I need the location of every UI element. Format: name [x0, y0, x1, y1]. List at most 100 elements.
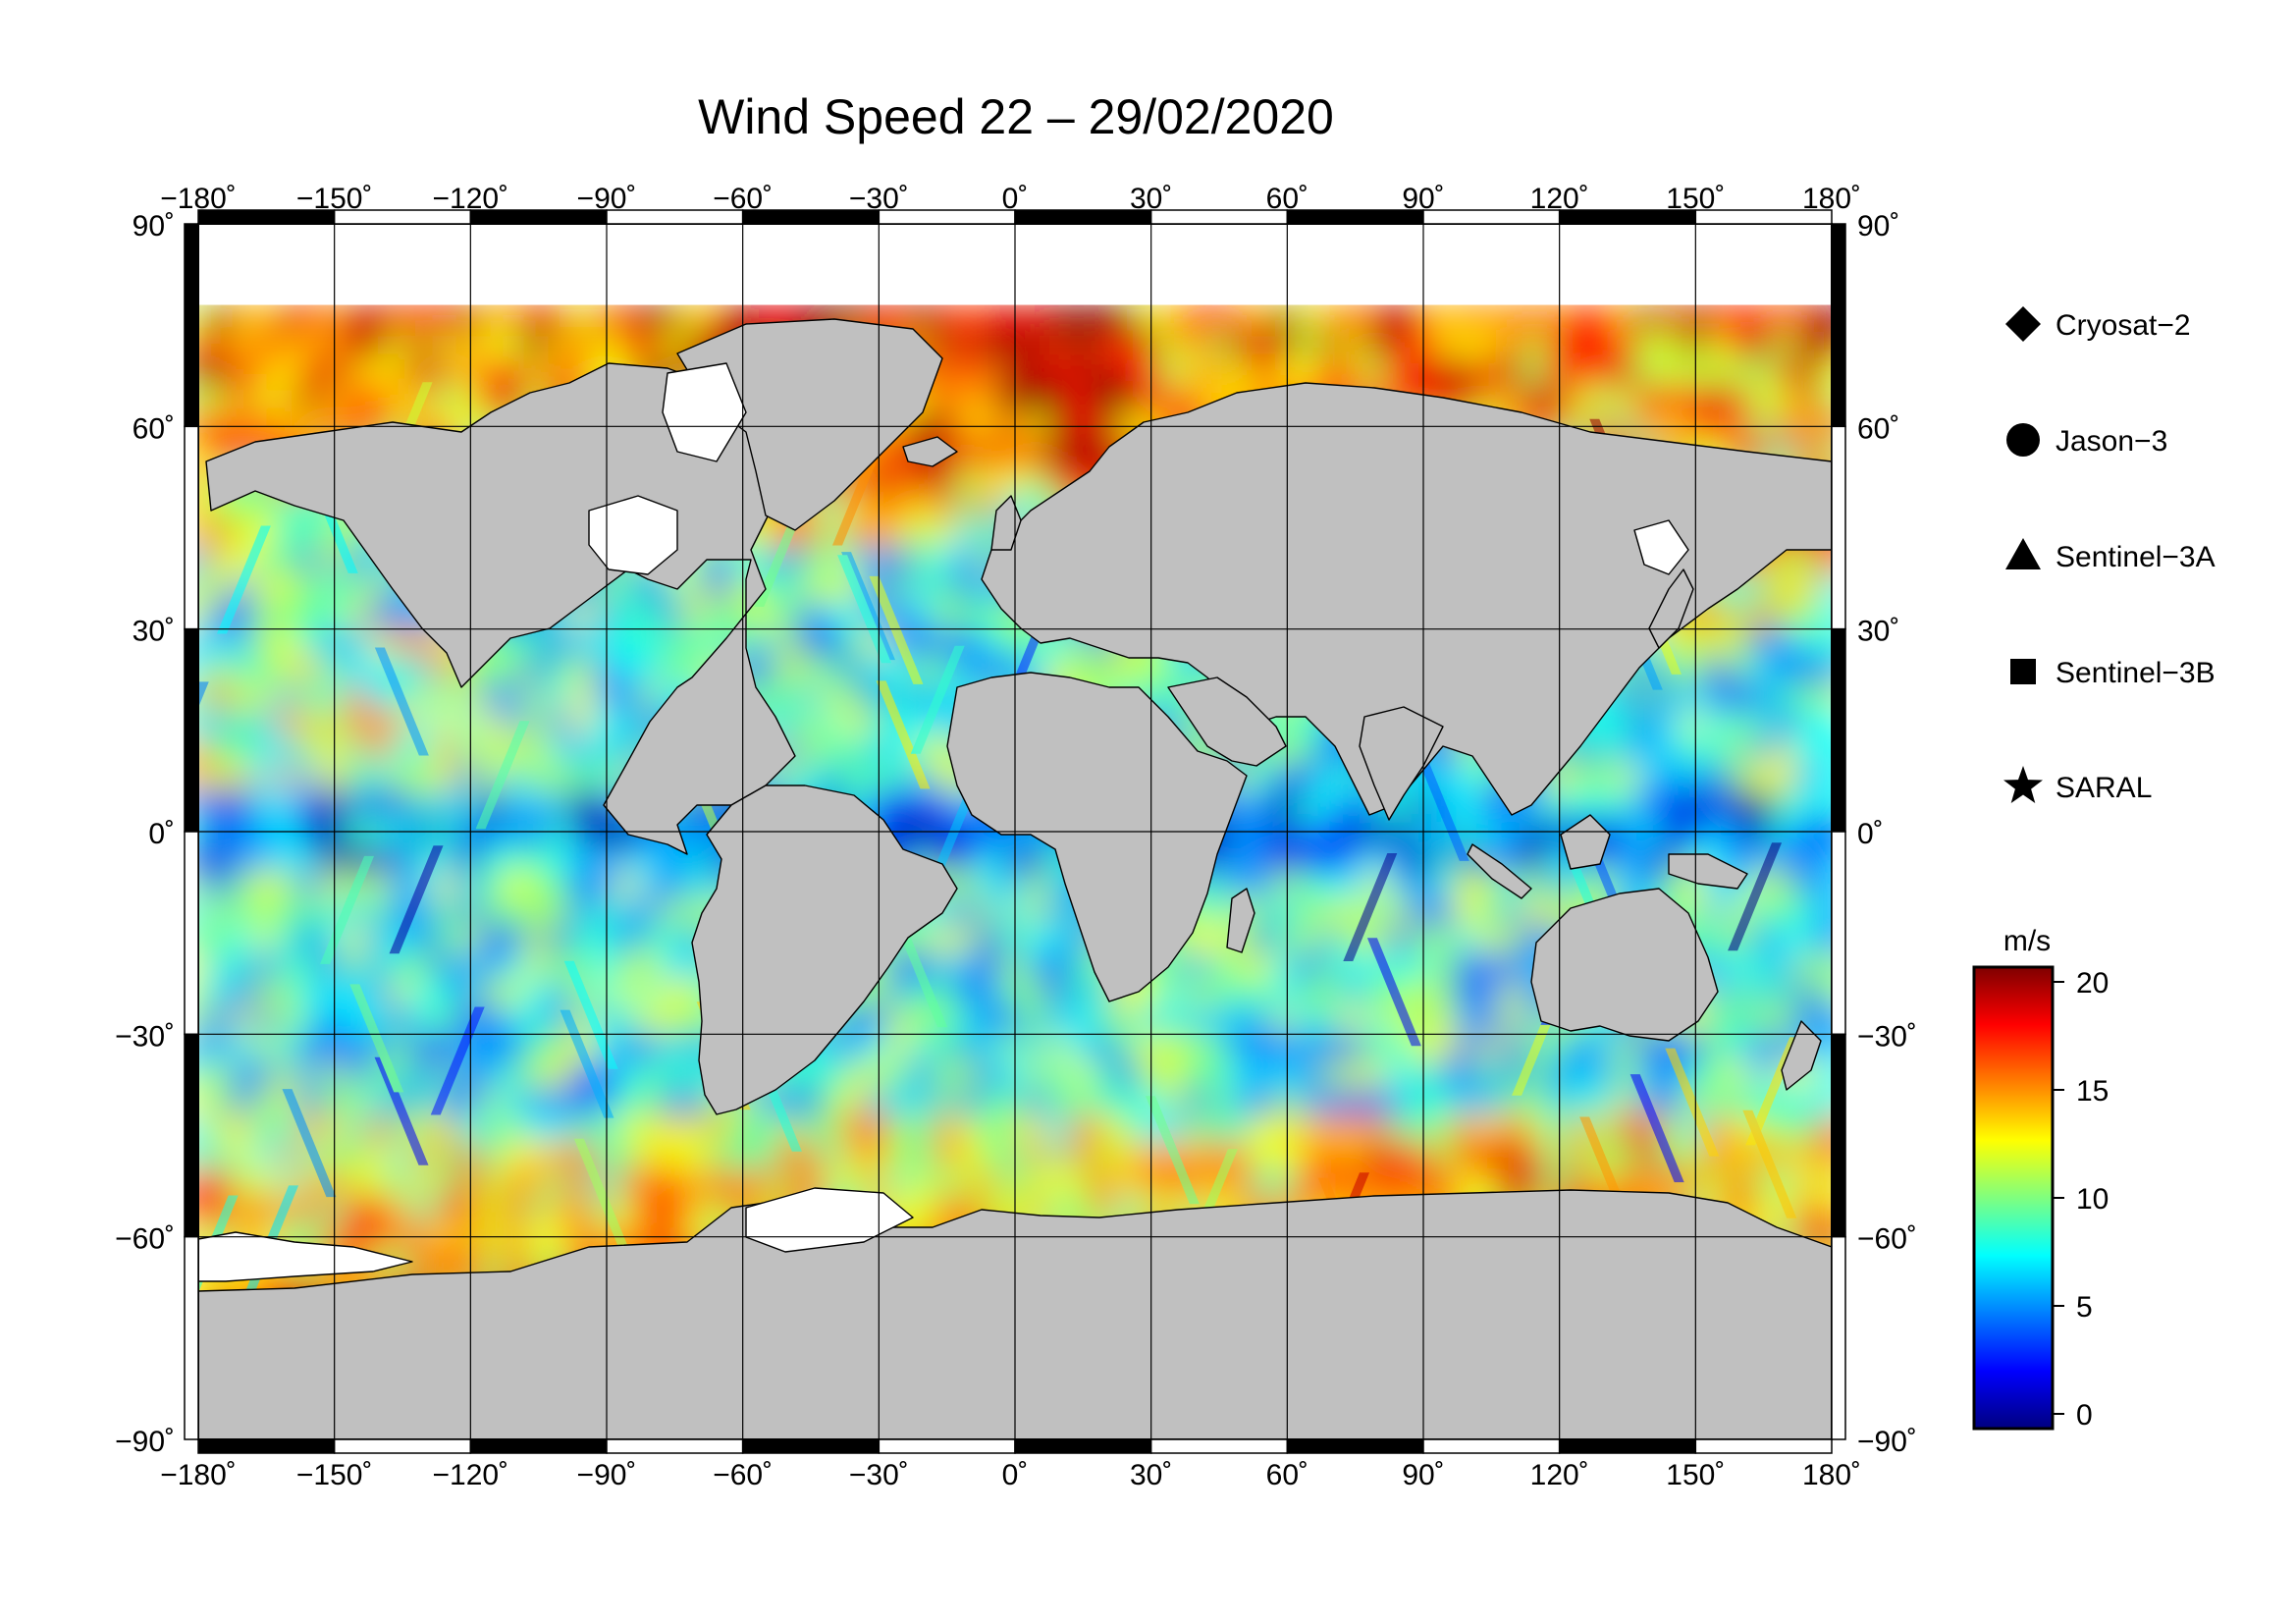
frame-segment [184, 223, 199, 428]
y-tick-label: 90˚ [133, 210, 175, 243]
x-axis-top: −180˚ −150˚ −120˚ −90˚ −60˚ −30˚ 0˚ 30˚ 60˚ 90˚ 12… [160, 183, 1861, 215]
x-axis-bottom: −180˚ −150˚ −120˚ −90˚ −60˚ −30˚ 0˚ 30˚ 60˚ 90˚ 12… [160, 1459, 1861, 1491]
south-america [691, 784, 958, 1115]
japan [1648, 568, 1694, 649]
map-title: Wind Speed 22 – 29/02/2020 [698, 89, 1334, 144]
x-tick-label: 150˚ [1666, 1459, 1725, 1491]
frame-segment [1831, 425, 1846, 630]
x-tick-label: 120˚ [1530, 1459, 1589, 1491]
frame-segment [184, 1235, 199, 1440]
frame-segment [1149, 1438, 1289, 1454]
eurasia [981, 382, 1832, 816]
map-frame [184, 209, 1846, 1454]
frame-segment [1286, 1438, 1424, 1454]
frame-segment [197, 1438, 336, 1454]
y-tick-label: 30˚ [1857, 616, 1899, 648]
frame-segment [184, 425, 199, 630]
x-tick-label: −120˚ [433, 1459, 509, 1491]
y-tick-label: 60˚ [133, 412, 175, 445]
y-tick-label: −60˚ [1857, 1223, 1917, 1256]
x-tick-label: −30˚ [849, 183, 909, 215]
frame-segment [741, 1438, 881, 1454]
satellite-legend: Cryosat−2 Jason−3 Sentinel−3A Sentinel−3B SA… [2003, 306, 2216, 804]
y-axis-right: 90˚ 60˚ 30˚ 0˚ −30˚ −60˚ −90˚ [1857, 210, 1917, 1458]
legend-label: Sentinel−3B [2056, 657, 2216, 689]
x-tick-label: −90˚ [577, 183, 637, 215]
frame-segment [1694, 209, 1833, 225]
colorbar-gradient [1972, 965, 2055, 1431]
x-tick-label: 180˚ [1802, 1459, 1861, 1491]
x-tick-label: −60˚ [713, 1459, 773, 1491]
frame-segment [1831, 223, 1846, 428]
legend-label: Sentinel−3A [2056, 541, 2216, 573]
madagascar [1226, 888, 1255, 953]
y-tick-label: −90˚ [1857, 1426, 1917, 1458]
frame-segment [1694, 1438, 1833, 1454]
colorbar-tick-label: 10 [2076, 1183, 2109, 1216]
hudson-bay [588, 495, 678, 575]
legend-label: Jason−3 [2056, 425, 2167, 458]
frame-segment [184, 1033, 199, 1238]
y-tick-label: −30˚ [1857, 1020, 1917, 1053]
x-tick-label: −60˚ [713, 183, 773, 215]
legend-label: SARAL [2056, 772, 2152, 804]
x-tick-label: 60˚ [1266, 183, 1308, 215]
y-tick-label: 0˚ [148, 818, 175, 850]
sumatra [1467, 843, 1532, 899]
frame-segment [1422, 1438, 1561, 1454]
y-tick-label: −60˚ [115, 1223, 175, 1256]
greenland [676, 318, 943, 531]
x-tick-label: −90˚ [577, 1459, 637, 1491]
legend-item-star: SARAL [2003, 766, 2152, 804]
colorbar-tick-label: 20 [2076, 967, 2109, 1000]
colorbar-tick-label: 0 [2076, 1399, 2093, 1432]
x-tick-label: 150˚ [1666, 183, 1725, 215]
arabia [1167, 676, 1287, 767]
x-tick-label: 30˚ [1130, 183, 1172, 215]
north-america [205, 362, 796, 855]
weddell-ice-shelf [745, 1187, 914, 1253]
new-zealand [1781, 1020, 1822, 1091]
colorbar-tick-label: 15 [2076, 1075, 2109, 1108]
x-tick-label: 90˚ [1402, 183, 1444, 215]
iceland [902, 436, 958, 467]
legend-item-circle: Jason−3 [2006, 423, 2167, 458]
triangle-icon [2005, 538, 2041, 569]
colorbar: m/s 20 15 10 5 0 [1972, 925, 2109, 1432]
x-tick-label: 0˚ [1002, 183, 1029, 215]
british-isles [990, 495, 1022, 551]
x-tick-label: 120˚ [1530, 183, 1589, 215]
legend-label: Cryosat−2 [2056, 309, 2191, 342]
y-tick-label: 90˚ [1857, 210, 1899, 243]
okhotsk-ice [1633, 519, 1689, 575]
y-tick-label: 0˚ [1857, 818, 1884, 850]
graticule [198, 224, 1832, 1439]
frame-segment [878, 1438, 1016, 1454]
diamond-icon [2005, 306, 2041, 342]
x-tick-label: 30˚ [1130, 1459, 1172, 1491]
legend-item-diamond: Cryosat−2 [2005, 306, 2191, 342]
frame-segment [1831, 831, 1846, 1036]
frame-segment [184, 627, 199, 833]
x-tick-label: −30˚ [849, 1459, 909, 1491]
x-tick-label: −150˚ [296, 183, 373, 215]
australia [1530, 888, 1719, 1042]
colorbar-tick-label: 5 [2076, 1291, 2093, 1324]
frame-segment [333, 1438, 472, 1454]
x-tick-label: 90˚ [1402, 1459, 1444, 1491]
frame-segment [606, 1438, 744, 1454]
colorbar-unit: m/s [2003, 925, 2051, 957]
x-tick-label: −180˚ [160, 183, 237, 215]
frame-segment [1014, 1438, 1152, 1454]
square-icon [2010, 659, 2036, 684]
x-tick-label: 60˚ [1266, 1459, 1308, 1491]
greenland-ice [662, 362, 747, 462]
legend-item-square: Sentinel−3B [2010, 657, 2216, 689]
star-icon [2003, 766, 2043, 803]
frame-segment [1831, 1033, 1846, 1238]
legend-item-triangle: Sentinel−3A [2005, 538, 2216, 573]
y-tick-label: −30˚ [115, 1020, 175, 1053]
frame-segment [1558, 1438, 1697, 1454]
x-tick-label: −150˚ [296, 1459, 373, 1491]
borneo [1560, 814, 1611, 870]
